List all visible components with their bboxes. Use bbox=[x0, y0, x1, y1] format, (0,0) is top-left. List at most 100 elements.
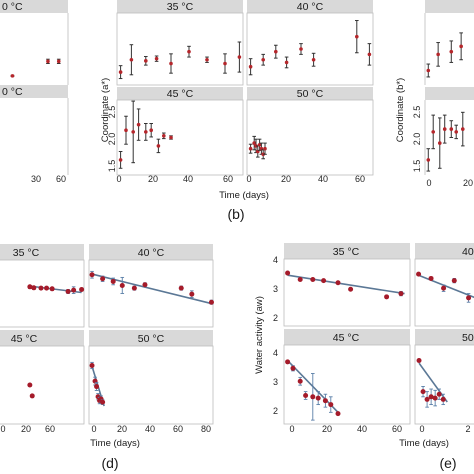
e-facet-3-frame bbox=[414, 344, 474, 425]
strip-c-top bbox=[425, 0, 474, 13]
e-facet-2-point bbox=[322, 398, 328, 404]
b-facet-3-point bbox=[263, 146, 267, 151]
b-facet-0-point bbox=[154, 56, 159, 61]
strip-b-50 bbox=[247, 87, 373, 100]
e-facet-1-fit-line bbox=[418, 274, 474, 299]
strip-e-50 bbox=[415, 329, 474, 345]
d-facet-3-point bbox=[100, 399, 106, 405]
strip-b-45-label: 45 °C bbox=[167, 88, 194, 100]
panel-c-partial: Coordinate (b*) 2.5 2.0 1.5 0 20 bbox=[395, 0, 474, 188]
d-facet-0-point bbox=[49, 286, 55, 292]
axis-label-b-x: Time (days) bbox=[219, 190, 269, 201]
strip-b-40 bbox=[247, 0, 373, 13]
d-facet-2-point bbox=[27, 382, 33, 388]
b-facet-0-point bbox=[118, 70, 123, 74]
b-facet-2-point bbox=[156, 144, 161, 148]
tick-b-x-0-right: 0 bbox=[246, 174, 251, 184]
d-facet-3-frame bbox=[88, 345, 214, 425]
e-facet-1-point bbox=[441, 285, 447, 291]
panel-d: 35 °C 40 °C 45 °C 50 °C 0 20 60 0 20 40 … bbox=[0, 244, 214, 471]
strip-b-35 bbox=[117, 0, 243, 13]
d-facet-0-point bbox=[71, 287, 77, 293]
strip-d-35-label: 35 °C bbox=[13, 247, 40, 259]
c-bottom-point bbox=[449, 127, 454, 131]
strip-e-45 bbox=[284, 329, 410, 345]
strip-a-bottom-label: 0 °C bbox=[2, 86, 23, 98]
strip-b-40-label: 40 °C bbox=[297, 1, 324, 13]
c-bottom-point bbox=[442, 127, 447, 131]
b-facet-0-point bbox=[144, 59, 148, 63]
tick-d-x-80-right: 80 bbox=[201, 424, 211, 434]
c-top-point bbox=[426, 68, 431, 73]
d-facet-0-point bbox=[31, 285, 37, 291]
tick-e-y-3-top: 3 bbox=[273, 284, 278, 294]
strip-d-35 bbox=[0, 244, 84, 260]
tick-e-y-3-bottom: 3 bbox=[273, 377, 278, 387]
tick-b-y-1.5: 1.5 bbox=[107, 160, 117, 173]
tick-a-x-30: 30 bbox=[31, 174, 41, 184]
d-facet-1-point bbox=[131, 285, 137, 291]
tick-e-y-2-top: 2 bbox=[273, 313, 278, 323]
d-facet-3-point bbox=[89, 363, 95, 368]
d-facet-1-point bbox=[119, 282, 125, 288]
tick-d-x-20-right: 20 bbox=[117, 424, 127, 434]
c-top-point bbox=[449, 49, 454, 54]
tick-b-x-40-right: 40 bbox=[318, 174, 328, 184]
panel-label-e: (e) bbox=[439, 455, 456, 471]
e-facet-2-point bbox=[297, 378, 303, 384]
e-facet-2-point bbox=[315, 395, 321, 401]
b-facet-2-point bbox=[118, 158, 123, 162]
strip-b-35-label: 35 °C bbox=[167, 1, 194, 13]
strip-e-45-label: 45 °C bbox=[333, 332, 360, 344]
tick-e-y-2-bottom: 2 bbox=[273, 406, 278, 416]
c-bottom-point bbox=[431, 130, 436, 134]
a-top-point bbox=[10, 74, 15, 78]
strip-e-40-label: 40 bbox=[462, 246, 474, 258]
tick-b-x-20-left: 20 bbox=[148, 174, 158, 184]
plot-d-marks bbox=[0, 259, 214, 425]
tick-d-x-40-right: 40 bbox=[145, 424, 155, 434]
panel-a-partial: 0 °C 0 °C 30 60 bbox=[0, 0, 69, 184]
e-facet-3-point bbox=[428, 394, 434, 400]
b-facet-2-frame bbox=[116, 99, 244, 176]
b-facet-1-point bbox=[367, 52, 372, 57]
b-facet-2-point bbox=[162, 134, 166, 138]
tick-b-y-2.5: 2.5 bbox=[107, 106, 117, 119]
panel-label-d: (d) bbox=[101, 455, 118, 471]
tick-e-x-0: 0 bbox=[289, 424, 294, 434]
e-facet-3-point bbox=[436, 391, 442, 397]
e-facet-0-point bbox=[297, 277, 303, 283]
b-facet-0-point bbox=[223, 61, 227, 66]
e-facet-2-point bbox=[290, 365, 296, 371]
c-bottom-point bbox=[426, 158, 431, 162]
strip-d-50-label: 50 °C bbox=[138, 333, 165, 345]
c-bottom-point bbox=[460, 127, 465, 131]
b-facet-1-point bbox=[284, 60, 289, 65]
e-facet-3-point bbox=[432, 395, 438, 401]
b-facet-2-point bbox=[169, 135, 173, 140]
e-facet-2-frame bbox=[283, 344, 411, 425]
tick-c-x-20: 20 bbox=[463, 178, 473, 188]
e-facet-3-point bbox=[416, 358, 422, 364]
c-bottom-point bbox=[454, 130, 459, 134]
e-facet-3-point bbox=[424, 396, 430, 402]
e-facet-0-point bbox=[285, 270, 291, 276]
axis-label-b-y: Coordinate (a*) bbox=[100, 78, 111, 142]
b-facet-0-point bbox=[237, 55, 242, 59]
tick-e-x-40: 40 bbox=[357, 424, 367, 434]
d-facet-1-fit-line bbox=[91, 273, 212, 305]
b-facet-1-point bbox=[261, 57, 266, 62]
tick-c-y-1.5: 1.5 bbox=[412, 160, 422, 173]
c-bottom-point bbox=[437, 141, 442, 145]
e-facet-0-point bbox=[398, 291, 404, 297]
plot-e-marks bbox=[283, 258, 474, 425]
tick-d-x-0-right: 0 bbox=[91, 424, 96, 434]
e-facet-2-point bbox=[310, 394, 316, 400]
tick-e-y-4-bottom: 4 bbox=[273, 348, 278, 358]
d-facet-0-point bbox=[79, 286, 85, 292]
d-facet-0-point bbox=[38, 285, 44, 291]
strip-e-35-label: 35 °C bbox=[333, 246, 360, 258]
d-facet-1-frame bbox=[88, 259, 214, 328]
strip-b-45 bbox=[117, 87, 243, 100]
